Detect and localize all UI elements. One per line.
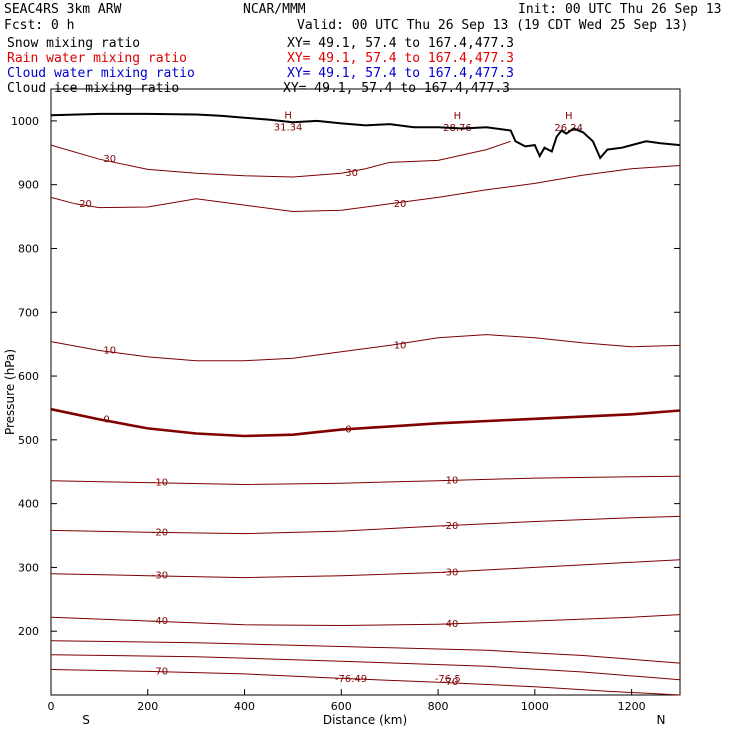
top-label-0: -76.49 — [335, 674, 367, 685]
contour-line-7 — [50, 407, 681, 438]
contour-label-9-0: 20 — [79, 199, 92, 210]
contour-label-5-0: -20 — [152, 527, 168, 538]
y-tick-label-6: 800 — [18, 242, 39, 255]
max-value-0: 31.34 — [274, 122, 303, 133]
y-tick-label-5: 700 — [18, 306, 39, 319]
max-marker-1: H — [454, 111, 462, 122]
x-tick-label-1: 200 — [137, 700, 158, 713]
contour-line-8 — [50, 334, 681, 362]
legend-xy-cloud-water: XY= 49.1, 57.4 to 167.4,477.3 — [287, 66, 514, 81]
contour-label-7-1: 0 — [345, 425, 351, 436]
y-tick-label-8: 1000 — [11, 115, 39, 128]
contour-label-10-1: 30 — [345, 168, 358, 179]
x-axis-right-end: N — [657, 713, 666, 727]
y-tick-label-2: 400 — [18, 498, 39, 511]
max-marker-0: H — [284, 110, 292, 121]
x-tick-label-4: 800 — [428, 700, 449, 713]
legend-label-snow: Snow mixing ratio — [7, 36, 141, 51]
contour-label-8-1: 10 — [394, 340, 407, 351]
contour-label-3-1: -40 — [442, 619, 458, 630]
y-tick-label-0: 200 — [18, 625, 39, 638]
y-tick-label-1: 300 — [18, 561, 39, 574]
x-axis-left-end: S — [82, 713, 90, 727]
contour-label-6-0: -10 — [152, 478, 168, 489]
contour-lines — [50, 140, 681, 696]
contour-labels: -70 -70 -40 -40 -30 -30 -20 -20 -10 -10 0 0 10 10 20 20… — [79, 110, 583, 688]
legend-label-rain: Rain water mixing ratio — [7, 51, 188, 66]
y-tick-label-7: 900 — [18, 179, 39, 192]
contour-line-2 — [50, 640, 681, 664]
contour-label-0-0: -70 — [152, 666, 168, 677]
x-tick-label-5: 1000 — [521, 700, 549, 713]
contour-line-4 — [50, 559, 681, 579]
contour-label-8-0: 10 — [103, 346, 116, 357]
contour-line-3 — [50, 614, 681, 627]
x-tick-label-2: 400 — [234, 700, 255, 713]
forecast-hour: Fcst: 0 h — [4, 18, 75, 33]
org-title: NCAR/MMM — [243, 2, 306, 17]
max-value-2: 26.24 — [554, 123, 583, 134]
max-marker-2: H — [565, 111, 573, 122]
plot-frame — [50, 88, 681, 696]
x-tick-label-6: 1200 — [618, 700, 646, 713]
x-tick-label-3: 600 — [331, 700, 352, 713]
contour-label-3-0: -40 — [152, 616, 168, 627]
x-axis-title: Distance (km) — [323, 713, 407, 727]
contour-line-5 — [50, 515, 681, 535]
contour-label-6-1: -10 — [442, 476, 458, 487]
x-axis-ticks: 0 200 400 600 800 1000 1200 — [48, 689, 646, 713]
y-tick-label-3: 500 — [18, 434, 39, 447]
legend-xy-rain: XY= 49.1, 57.4 to 167.4,477.3 — [287, 51, 514, 66]
contour-label-4-0: -30 — [152, 571, 168, 582]
legend-label-cloud-water: Cloud water mixing ratio — [7, 66, 195, 81]
contour-label-4-1: -30 — [442, 568, 458, 579]
terrain-profile — [50, 112, 681, 160]
contour-label-9-1: 20 — [394, 199, 407, 210]
contour-line-1 — [50, 654, 681, 681]
init-time: Init: 00 UTC Thu 26 Sep 13 — [518, 2, 722, 17]
y-tick-label-4: 600 — [18, 370, 39, 383]
x-tick-label-0: 0 — [48, 700, 55, 713]
contour-label-5-1: -20 — [442, 521, 458, 532]
legend-xy-snow: XY= 49.1, 57.4 to 167.4,477.3 — [287, 36, 514, 51]
top-label-1: -76.5 — [435, 674, 461, 685]
contour-line-6 — [50, 475, 681, 486]
contour-line-0 — [50, 669, 681, 696]
contour-line-10 — [50, 140, 511, 178]
contour-line-9 — [50, 165, 681, 213]
y-axis-title: Pressure (hPa) — [3, 349, 17, 435]
model-title: SEAC4RS 3km ARW — [4, 2, 122, 17]
contour-label-7-0: 0 — [103, 414, 109, 425]
contour-label-0-1: -70 — [442, 677, 458, 688]
contour-label-10-0: 30 — [103, 154, 116, 165]
terrain-line — [50, 112, 681, 160]
valid-time: Valid: 00 UTC Thu 26 Sep 13 (19 CDT Wed … — [297, 18, 689, 33]
